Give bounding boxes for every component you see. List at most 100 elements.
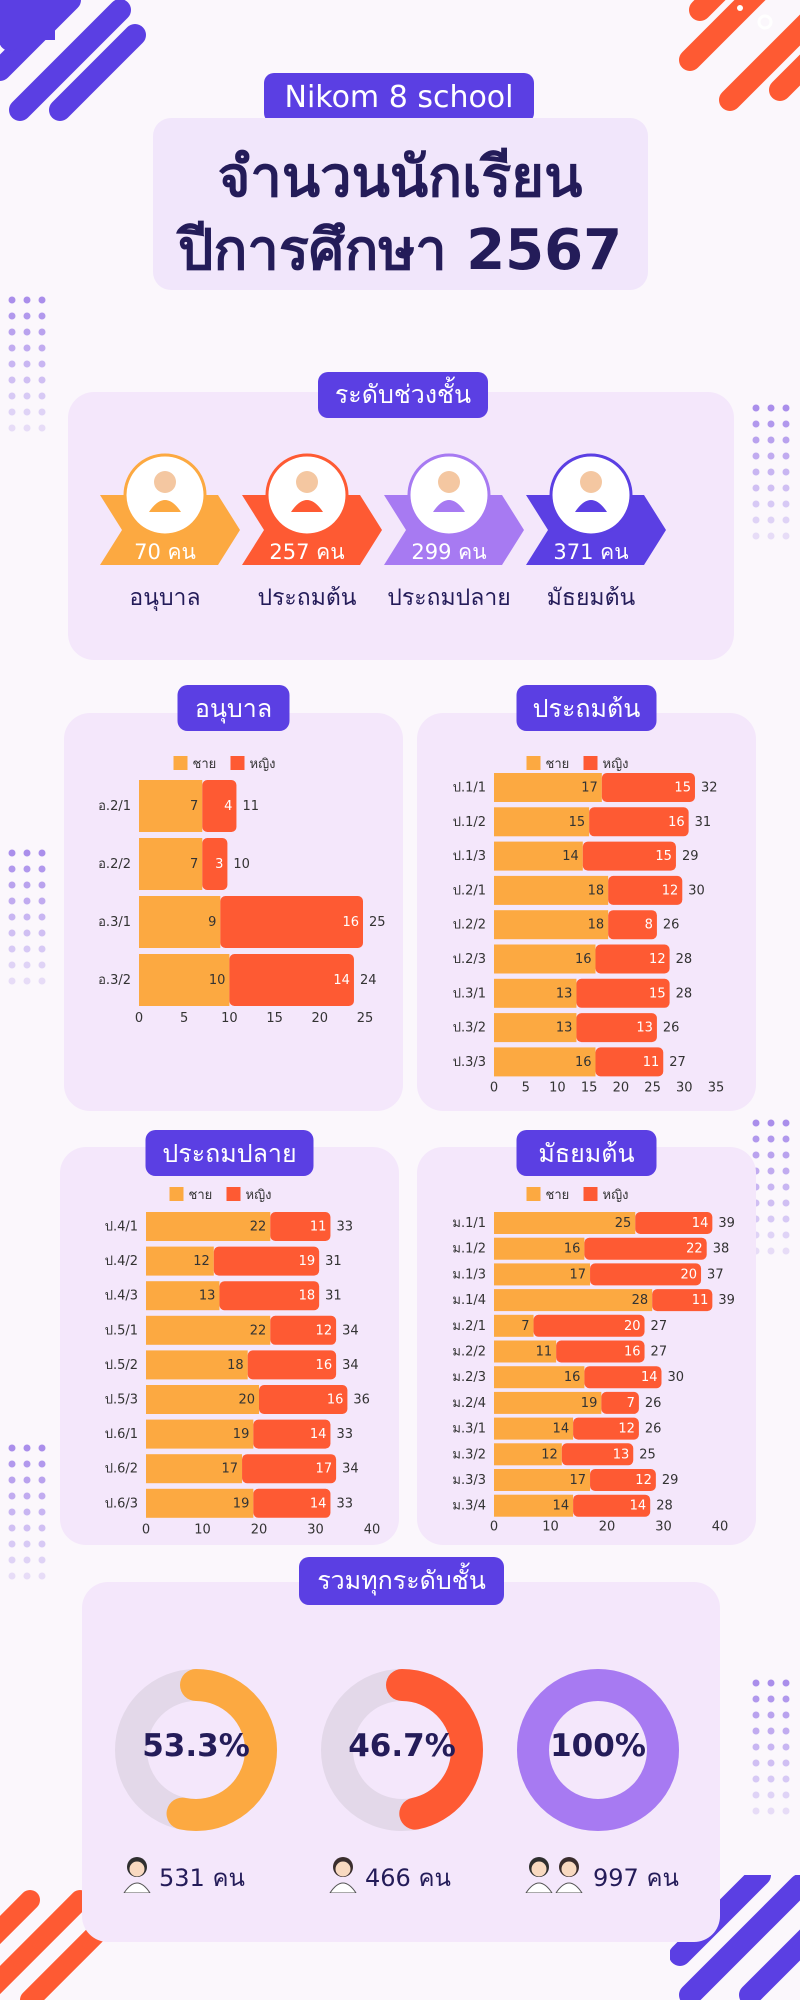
boy-student-icon — [123, 1857, 151, 1893]
value-label-male: 18 — [588, 883, 605, 898]
dot — [38, 360, 46, 368]
dot — [8, 1444, 16, 1452]
dot — [767, 484, 775, 492]
level-label: มัธยมต้น — [546, 585, 636, 611]
value-label-male: 17 — [570, 1267, 587, 1282]
dot — [38, 1444, 46, 1452]
bar-female — [247, 1350, 337, 1380]
dot — [782, 1231, 790, 1239]
dot — [767, 452, 775, 460]
category-label: ป.6/1 — [105, 1427, 138, 1442]
bar-male — [494, 1494, 574, 1517]
bar-male — [494, 978, 577, 1008]
dot — [23, 392, 31, 400]
value-label-female: 14 — [310, 1427, 327, 1442]
dot — [8, 344, 16, 352]
dot-pattern — [752, 1679, 790, 1815]
category-label: ม.2/3 — [452, 1370, 486, 1385]
value-label-total: 30 — [688, 883, 705, 898]
dot — [8, 897, 16, 905]
dot — [38, 1476, 46, 1484]
chart-title: อนุบาล — [195, 694, 272, 724]
dot — [782, 1215, 790, 1223]
value-label-total: 26 — [645, 1396, 662, 1411]
dot — [752, 452, 760, 460]
dot-pattern — [8, 296, 46, 432]
dot — [767, 420, 775, 428]
value-label-total: 26 — [663, 1021, 680, 1036]
bar-female — [533, 1314, 645, 1337]
value-label-female: 12 — [649, 952, 666, 967]
x-tick-label: 25 — [357, 1011, 374, 1026]
legend-swatch-male — [173, 756, 188, 770]
dot — [8, 1460, 16, 1468]
x-tick-label: 15 — [266, 1011, 283, 1026]
dot — [767, 1791, 775, 1799]
x-tick-label: 5 — [522, 1081, 530, 1096]
dot — [8, 360, 16, 368]
value-label-female: 13 — [636, 1021, 653, 1036]
bar-female — [576, 1013, 657, 1043]
x-tick-label: 20 — [312, 1011, 329, 1026]
dot — [782, 516, 790, 524]
dot — [767, 532, 775, 540]
bar-male — [494, 841, 583, 871]
bar-female — [242, 1454, 337, 1484]
dot — [767, 1711, 775, 1719]
dot — [767, 404, 775, 412]
value-label-total: 39 — [718, 1293, 735, 1308]
bar-male — [494, 1469, 591, 1491]
bar-female — [259, 1385, 348, 1414]
category-label: ป.4/2 — [105, 1254, 138, 1269]
x-tick-label: 35 — [708, 1081, 725, 1096]
dot-pattern — [8, 1444, 46, 1580]
value-label-male: 18 — [227, 1358, 244, 1373]
chart-title-pill — [177, 685, 290, 731]
bar-male — [494, 773, 602, 802]
dot — [38, 945, 46, 953]
value-label-female: 18 — [299, 1289, 316, 1304]
dot — [767, 1183, 775, 1191]
value-label-male: 20 — [238, 1393, 255, 1408]
value-label-total: 36 — [353, 1393, 370, 1408]
value-label-female: 16 — [342, 915, 359, 930]
bar-female — [601, 1391, 639, 1414]
dot — [8, 296, 16, 304]
dot — [782, 420, 790, 428]
legend-label-female: หญิง — [603, 1188, 629, 1203]
dot — [23, 977, 31, 985]
dot — [38, 897, 46, 905]
bar-male — [146, 1315, 271, 1345]
dot — [8, 865, 16, 873]
dot — [752, 516, 760, 524]
value-label-male: 28 — [632, 1293, 649, 1308]
dot — [782, 484, 790, 492]
x-tick-label: 5 — [180, 1011, 188, 1026]
dot — [782, 1183, 790, 1191]
level-avatar — [123, 453, 207, 537]
dot — [8, 1524, 16, 1532]
student-body-icon — [575, 500, 607, 512]
dot — [752, 1775, 760, 1783]
value-label-male: 16 — [564, 1370, 581, 1385]
value-label-female: 3 — [215, 857, 223, 872]
category-label: อ.3/1 — [98, 915, 131, 930]
x-tick-label: 10 — [194, 1522, 211, 1537]
x-tick-label: 20 — [251, 1522, 268, 1537]
legend-label-male: ชาย — [193, 757, 217, 772]
value-label-total: 34 — [342, 1323, 359, 1338]
dot — [38, 296, 46, 304]
x-tick-label: 0 — [135, 1011, 143, 1026]
value-label-total: 33 — [336, 1427, 353, 1442]
category-label: ม.3/3 — [452, 1473, 486, 1488]
x-tick-label: 10 — [221, 1011, 238, 1026]
value-label-female: 11 — [692, 1293, 709, 1308]
category-label: ป.2/1 — [453, 883, 486, 898]
dot — [767, 436, 775, 444]
bar-female — [608, 875, 683, 905]
bar-male — [494, 1263, 591, 1286]
value-label-male: 10 — [209, 973, 226, 988]
bar-female — [270, 1212, 331, 1241]
dot — [782, 500, 790, 508]
bar-female — [595, 1047, 664, 1077]
